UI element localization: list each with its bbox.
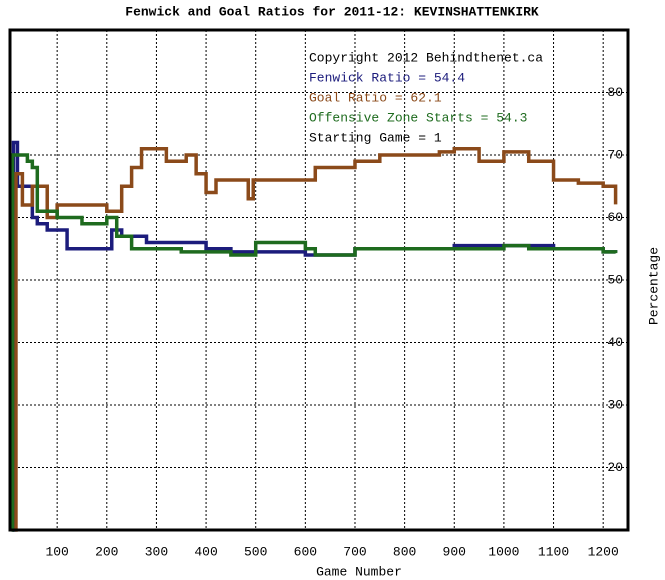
x-tick-label: 1000 (488, 544, 519, 559)
x-tick-label: 1100 (538, 544, 569, 559)
y-tick-label: 70 (607, 147, 623, 162)
legend-entry: Fenwick Ratio = 54.4 (309, 70, 465, 85)
series-line (11, 140, 618, 532)
annotation: Copyright 2012 Behindthenet.ca (309, 50, 543, 65)
x-tick-label: 600 (294, 544, 317, 559)
legend-entry: Offensive Zone Starts = 54.3 (309, 110, 527, 125)
legend-entry: Goal Ratio = 62.1 (309, 90, 442, 105)
y-tick-label: 40 (607, 335, 623, 350)
y-axis-label: Percentage (646, 247, 661, 325)
x-tick-label: 900 (443, 544, 466, 559)
y-tick-label: 80 (607, 85, 623, 100)
y-tick-label: 20 (607, 460, 623, 475)
x-axis-label: Game Number (316, 564, 402, 579)
x-tick-label: 1200 (588, 544, 619, 559)
y-tick-label: 30 (607, 397, 623, 412)
series-line (10, 153, 618, 532)
y-tick-label: 50 (607, 272, 623, 287)
chart-title: Fenwick and Goal Ratios for 2011-12: KEV… (125, 4, 539, 19)
plot-border (8, 28, 630, 532)
x-tick-label: 800 (393, 544, 416, 559)
annotation: Starting Game = 1 (309, 130, 442, 145)
x-tick-label: 100 (45, 544, 68, 559)
x-tick-label: 200 (95, 544, 118, 559)
x-tick-label: 300 (145, 544, 168, 559)
x-tick-label: 400 (194, 544, 217, 559)
x-tick-label: 500 (244, 544, 267, 559)
x-tick-label: 700 (343, 544, 366, 559)
y-tick-label: 60 (607, 210, 623, 225)
